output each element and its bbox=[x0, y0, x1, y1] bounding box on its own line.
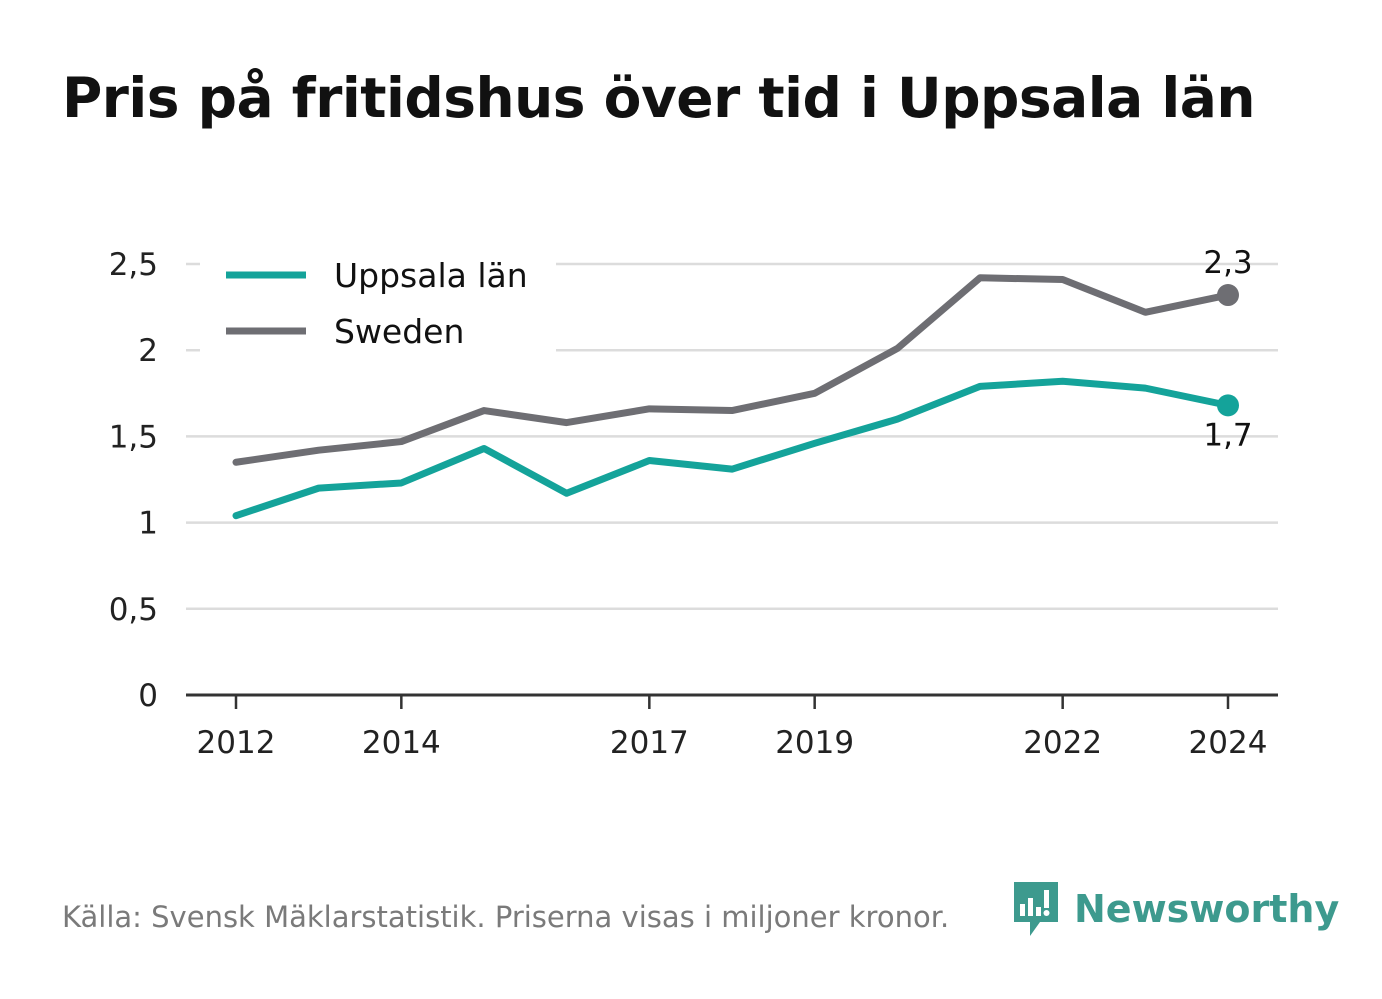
x-tick-label: 2022 bbox=[1023, 725, 1102, 761]
y-tick-label: 2 bbox=[138, 333, 158, 369]
y-tick-label: 0 bbox=[138, 678, 158, 714]
x-tick-label: 2024 bbox=[1189, 725, 1268, 761]
y-tick-label: 1 bbox=[138, 506, 158, 542]
legend-label: Uppsala län bbox=[334, 256, 528, 295]
source-note: Källa: Svensk Mäklarstatistik. Priserna … bbox=[62, 900, 950, 934]
brand-name: Newsworthy bbox=[1074, 887, 1340, 931]
series-end-label: 2,3 bbox=[1203, 245, 1252, 281]
series-end-label: 1,7 bbox=[1203, 417, 1252, 453]
legend-label: Sweden bbox=[334, 312, 464, 351]
x-tick-label: 2017 bbox=[610, 725, 689, 761]
series-line bbox=[232, 377, 1232, 520]
series-end-point bbox=[1217, 284, 1239, 307]
newsworthy-logo-icon bbox=[1014, 882, 1058, 936]
chart-title: Pris på fritidshus över tid i Uppsala lä… bbox=[62, 66, 1256, 130]
x-tick-label: 2012 bbox=[197, 725, 276, 761]
x-tick-label: 2019 bbox=[775, 725, 854, 761]
legend-background bbox=[200, 248, 556, 354]
brand-logo: Newsworthy bbox=[1010, 878, 1339, 940]
y-tick-label: 0,5 bbox=[109, 592, 158, 628]
y-tick-label: 2,5 bbox=[109, 247, 158, 283]
x-tick-label: 2014 bbox=[362, 725, 441, 761]
series-line bbox=[232, 274, 1232, 466]
y-tick-label: 1,5 bbox=[109, 419, 158, 455]
series-end-point bbox=[1217, 394, 1239, 417]
